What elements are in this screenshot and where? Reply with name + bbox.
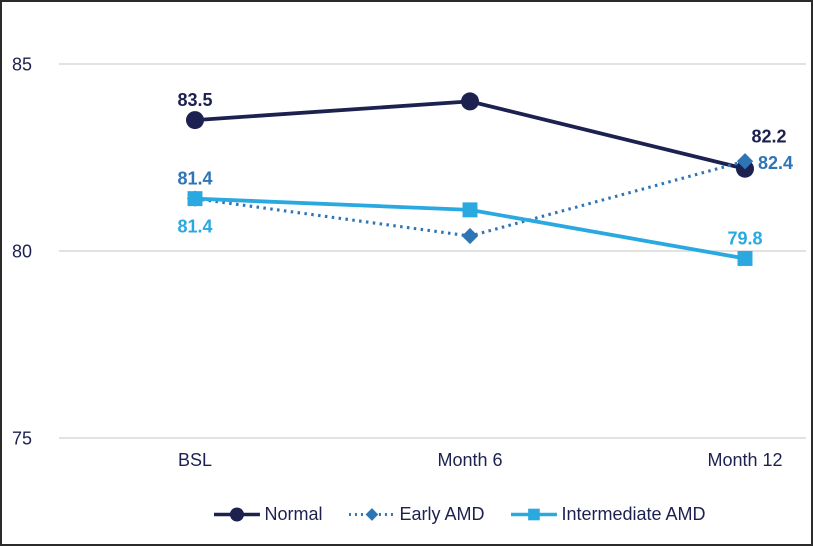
series-normal: 83.5 82.2 [177, 90, 787, 178]
x-axis-label: BSL [178, 450, 212, 470]
data-label-intermediate-amd: 79.8 [727, 228, 762, 248]
series-intermediate-amd: 81.4 79.8 [177, 191, 763, 266]
data-point-marker [365, 508, 378, 521]
legend-item-early-amd: Early AMD [348, 503, 484, 525]
data-point-marker [187, 191, 203, 207]
x-axis-labels: BSL Month 6 Month 12 [178, 450, 783, 470]
data-point-marker [527, 508, 540, 521]
x-axis-label: Month 12 [707, 450, 782, 470]
y-tick-label: 75 [12, 429, 32, 449]
y-tick-label: 85 [12, 55, 32, 75]
legend-swatch-normal [213, 507, 260, 522]
series-normal-line [194, 99, 746, 171]
chart-legend: Normal Early AMD Intermediate AMD [213, 503, 706, 525]
legend-item-intermediate-amd: Intermediate AMD [510, 503, 706, 525]
legend-label-normal: Normal [264, 504, 323, 524]
legend-label-intermediate-amd: Intermediate AMD [561, 504, 706, 524]
data-point-marker [462, 202, 478, 218]
data-label-intermediate-amd: 81.4 [177, 217, 212, 237]
data-label-early-amd: 81.4 [177, 169, 212, 189]
x-axis-label: Month 6 [437, 450, 502, 470]
data-label-normal: 82.2 [751, 127, 786, 147]
legend-swatch-early-amd [348, 508, 395, 521]
data-label-normal: 83.5 [177, 90, 212, 110]
data-point-marker [461, 92, 479, 111]
legend-label-early-amd: Early AMD [399, 504, 485, 524]
series-early-amd: 81.4 82.4 [177, 153, 793, 245]
legend-swatch-intermediate-amd [510, 508, 557, 521]
y-tick-label: 80 [12, 242, 32, 262]
y-axis-tick-labels: 85 80 75 [12, 55, 32, 449]
legend-item-normal: Normal [213, 503, 322, 525]
data-point-marker [186, 111, 204, 130]
gridlines [59, 63, 806, 439]
data-point-marker [229, 507, 244, 522]
data-point-marker [461, 227, 479, 245]
data-point-marker [737, 251, 753, 266]
data-label-early-amd: 82.4 [758, 153, 793, 173]
data-point-marker [736, 153, 754, 170]
series-early-amd-line [194, 159, 746, 238]
